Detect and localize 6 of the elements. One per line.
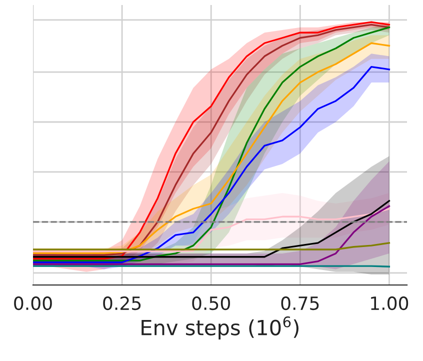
x-tick-label: 0.00 (14, 296, 52, 310)
x-tick-label: 0.25 (103, 296, 141, 310)
x-tick-label: 1.00 (371, 296, 408, 310)
x-tick-label: 0.75 (281, 296, 319, 310)
x-tick-label: 0.50 (192, 296, 230, 310)
x-axis-title: Env steps (10$^{6}$) (142, 316, 298, 340)
